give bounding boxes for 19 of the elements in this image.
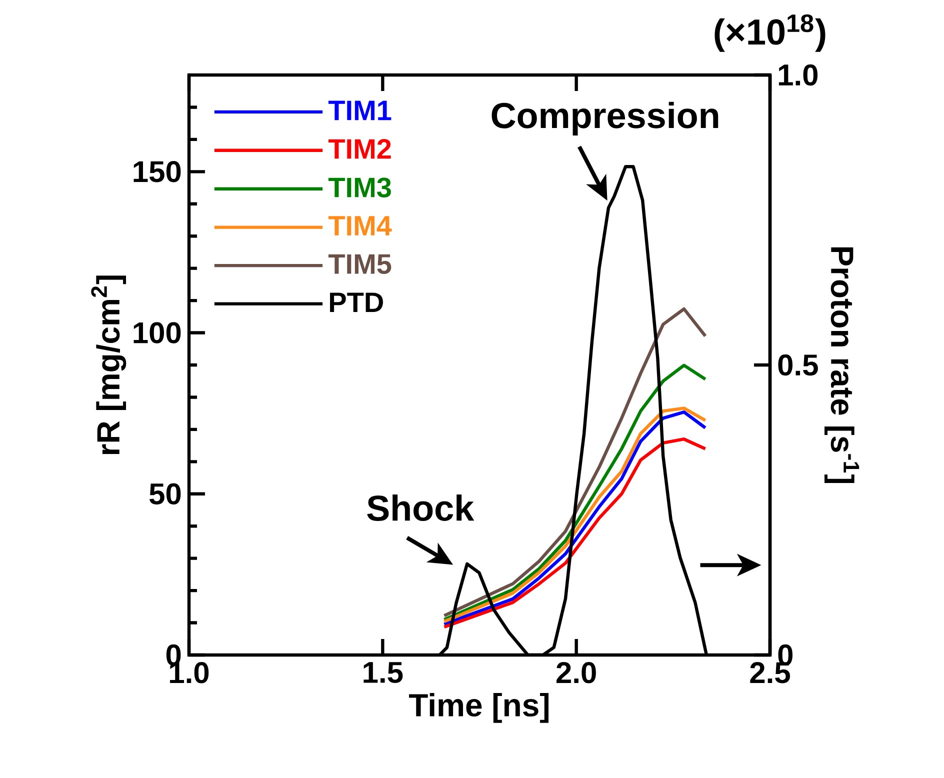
x-tick-label: 1.5	[364, 662, 403, 683]
text: (×10$^{18}$)	[714, 14, 826, 52]
x-tick-label: 2.0	[556, 662, 596, 684]
annotation: Shock	[367, 494, 474, 521]
legend-label: TIM4	[328, 216, 392, 236]
y-tick-label: 50	[149, 483, 181, 504]
legend-label: TIM5	[328, 254, 392, 274]
annotation: Compression	[492, 102, 718, 136]
y-tick-label: 100	[134, 322, 181, 344]
legend-label: PTD	[330, 292, 383, 312]
y-tick-label: 150	[134, 161, 181, 182]
y-axis-title: rR [mg/cm$^{2}$]	[91, 276, 126, 454]
y2-tick-label: 1.0	[778, 64, 818, 86]
x-axis-title: Time [ns]	[409, 693, 548, 723]
y2-tick-label: 0.5	[778, 354, 818, 376]
legend-label: TIM3	[328, 178, 391, 198]
legend-label: TIM2	[328, 139, 391, 159]
legend-label: TIM1	[328, 100, 392, 120]
y2-axis-title: Proton rate [s$^{-1}$]	[824, 247, 860, 483]
